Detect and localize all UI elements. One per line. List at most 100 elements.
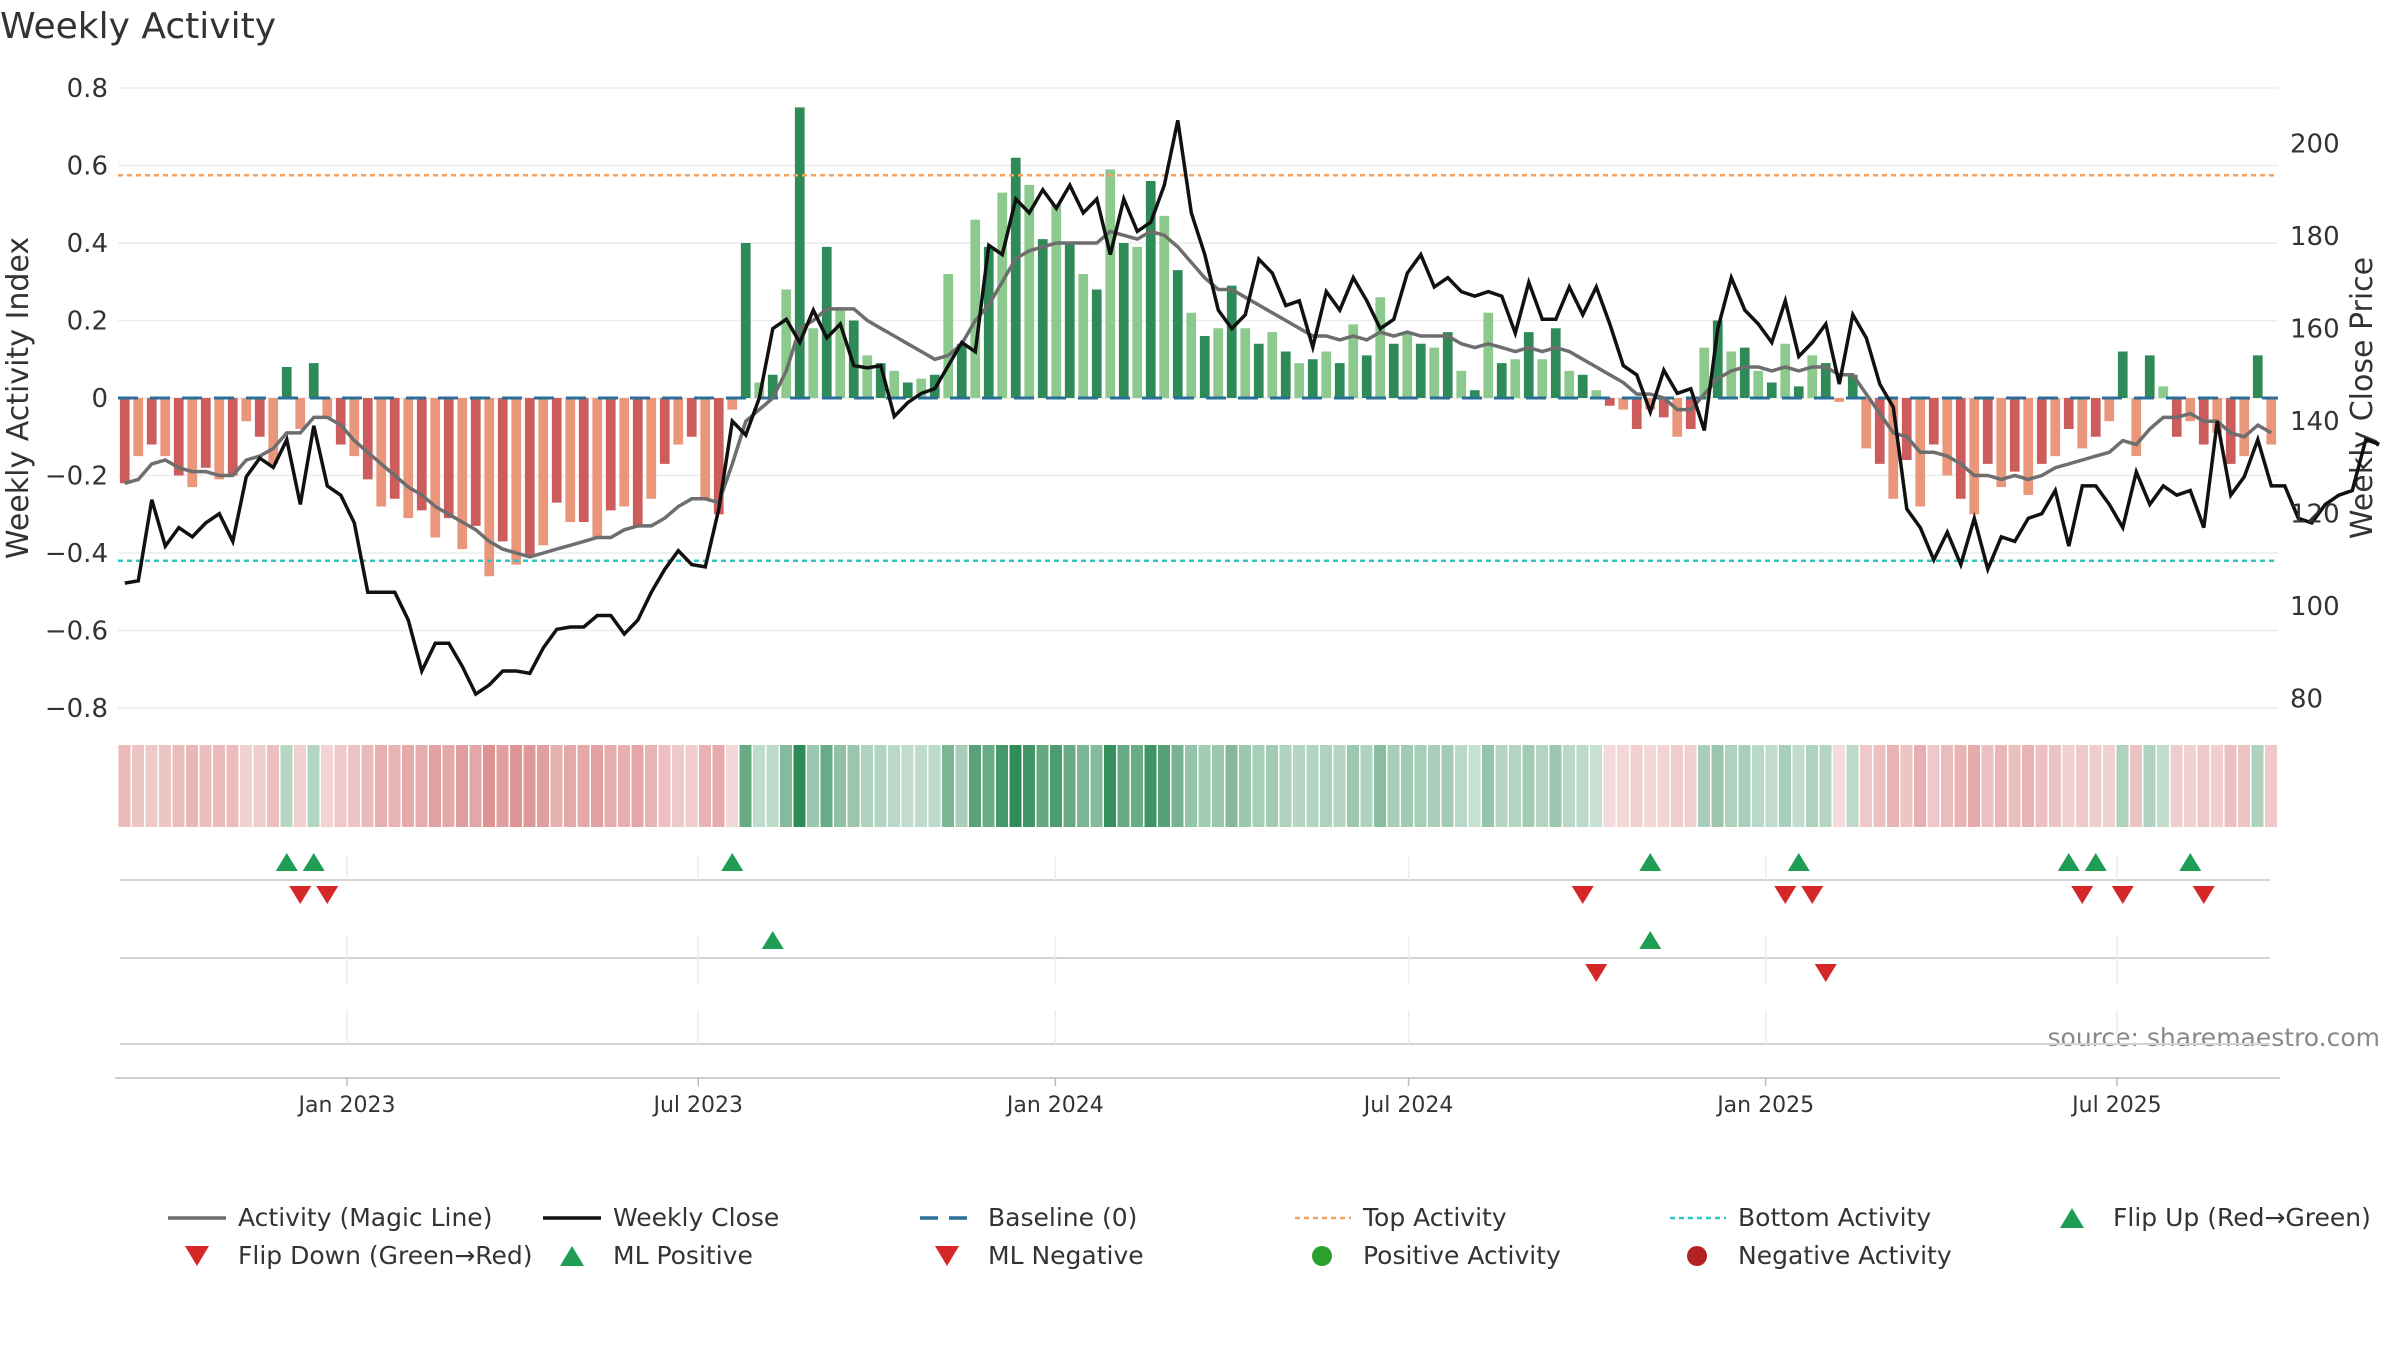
heatstrip-cell <box>118 745 131 827</box>
activity-bar <box>1699 347 1710 398</box>
heatstrip-cell <box>172 745 185 827</box>
activity-bar <box>1685 398 1696 429</box>
heatstrip-cell <box>1549 745 1562 827</box>
y-tick-label: −0.8 <box>45 694 108 724</box>
legend-label: Negative Activity <box>1738 1241 1952 1270</box>
activity-bar <box>268 398 279 464</box>
heatstrip-cell <box>604 745 617 827</box>
heatstrip-cell <box>1428 745 1440 827</box>
heatstrip-cell <box>766 745 779 827</box>
heatstrip-cell <box>1792 745 1805 827</box>
heatstrip-cell <box>1279 745 1292 827</box>
activity-bar <box>1537 359 1548 398</box>
activity-bar <box>1982 398 1993 464</box>
heatstrip-cell <box>1657 745 1670 827</box>
heatstrip-cell <box>685 745 698 827</box>
heatstrip-cell <box>726 745 738 827</box>
activity-bar <box>821 246 832 398</box>
activity-bar <box>862 355 873 398</box>
heatstrip-cell <box>1644 745 1656 827</box>
x-tick-label: Jul 2023 <box>652 1093 744 1118</box>
heatstrip-cell <box>577 745 590 827</box>
flip-up-marker <box>2084 853 2107 871</box>
x-tick-label: Jan 2024 <box>1005 1093 1104 1118</box>
heatstrip-cell <box>1252 745 1265 827</box>
activity-bar <box>578 398 589 522</box>
heatstrip-cell <box>982 745 995 827</box>
activity-bar <box>308 363 319 398</box>
x-tick-label: Jan 2025 <box>1715 1093 1814 1118</box>
activity-bar <box>605 398 616 511</box>
activity-bar <box>2144 355 2155 398</box>
activity-bar <box>2212 398 2223 433</box>
activity-bar <box>2266 398 2277 445</box>
x-tick-label: Jul 2025 <box>2070 1093 2162 1118</box>
activity-bar <box>1348 324 1359 398</box>
activity-bar <box>943 274 954 398</box>
activity-bar <box>902 382 913 398</box>
activity-bar <box>484 398 495 577</box>
heatstrip-cell <box>429 745 441 827</box>
activity-bar <box>848 320 859 398</box>
ml-positive-marker <box>1639 931 1662 949</box>
y-tick-label-right: 180 <box>2290 222 2340 252</box>
heatstrip-cell <box>2116 745 2129 827</box>
activity-bar <box>1388 343 1399 398</box>
heatstrip-cell <box>2008 745 2021 827</box>
heatstrip-cell <box>1063 745 1076 827</box>
heatstrip-cell <box>1320 745 1332 827</box>
activity-bar <box>119 398 130 484</box>
heatstrip-cell <box>1171 745 1184 827</box>
heatstrip-cell <box>1995 745 2007 827</box>
heatstrip-cell <box>753 745 765 827</box>
signal-rows <box>115 853 2280 1079</box>
activity-bar <box>673 398 684 445</box>
heatstrip-cell <box>321 745 333 827</box>
heatstrip-cell <box>253 745 266 827</box>
activity-bar <box>2050 398 2061 457</box>
heatstrip-cell <box>2157 745 2169 827</box>
heatstrip-cell <box>915 745 927 827</box>
activity-bar <box>889 370 900 398</box>
activity-bar <box>1024 184 1035 398</box>
heatstrip-cell <box>1009 745 1022 827</box>
heatstrip-cell <box>1198 745 1211 827</box>
heatstrip-cell <box>712 745 725 827</box>
heatstrip-cell <box>1117 745 1130 827</box>
activity-bar <box>794 107 805 398</box>
activity-bar <box>1469 390 1480 398</box>
activity-bar <box>2131 398 2142 457</box>
activity-bar <box>1253 343 1264 398</box>
activity-bar <box>214 398 225 480</box>
legend-label: Top Activity <box>1362 1203 1507 1232</box>
x-tick-label: Jul 2024 <box>1362 1093 1454 1118</box>
heatstrip-cell <box>1509 745 1521 827</box>
legend-label: Bottom Activity <box>1738 1203 1931 1232</box>
legend-swatch <box>2060 1208 2084 1228</box>
activity-bar <box>713 398 724 515</box>
y-ticks: 0.8 0.6 0.4 0.2 0 −0.2 −0.4 −0.6 −0.8 200 180 160 14… <box>45 74 2340 724</box>
heatstrip-cell <box>631 745 644 827</box>
activity-bar <box>1321 351 1332 398</box>
legend-label: Flip Up (Red→Green) <box>2113 1203 2371 1232</box>
legend-label: ML Negative <box>988 1241 1144 1270</box>
y-tick-label-right: 80 <box>2290 685 2323 715</box>
ml-positive-marker <box>761 931 784 949</box>
heatstrip-cell <box>348 745 360 827</box>
heatstrip-cell <box>1981 745 1994 827</box>
series-lines <box>124 120 2380 697</box>
heatstrip-cell <box>1900 745 1913 827</box>
y-tick-label: 0.6 <box>67 152 108 182</box>
activity-bar <box>1564 370 1575 398</box>
heatstrip-cell <box>942 745 954 827</box>
heatstrip-cell <box>294 745 306 827</box>
heatstrip-cell <box>2022 745 2034 827</box>
heatstrip-cell <box>591 745 603 827</box>
flip-down-marker <box>1774 886 1797 904</box>
activity-bar <box>1051 204 1062 398</box>
heatstrip-cell <box>280 745 293 827</box>
heatstrip-cell <box>1779 745 1791 827</box>
source-label: source: sharemaestro.com <box>2048 1023 2381 1052</box>
activity-bar <box>1307 359 1318 398</box>
heatstrip-cell <box>807 745 819 827</box>
